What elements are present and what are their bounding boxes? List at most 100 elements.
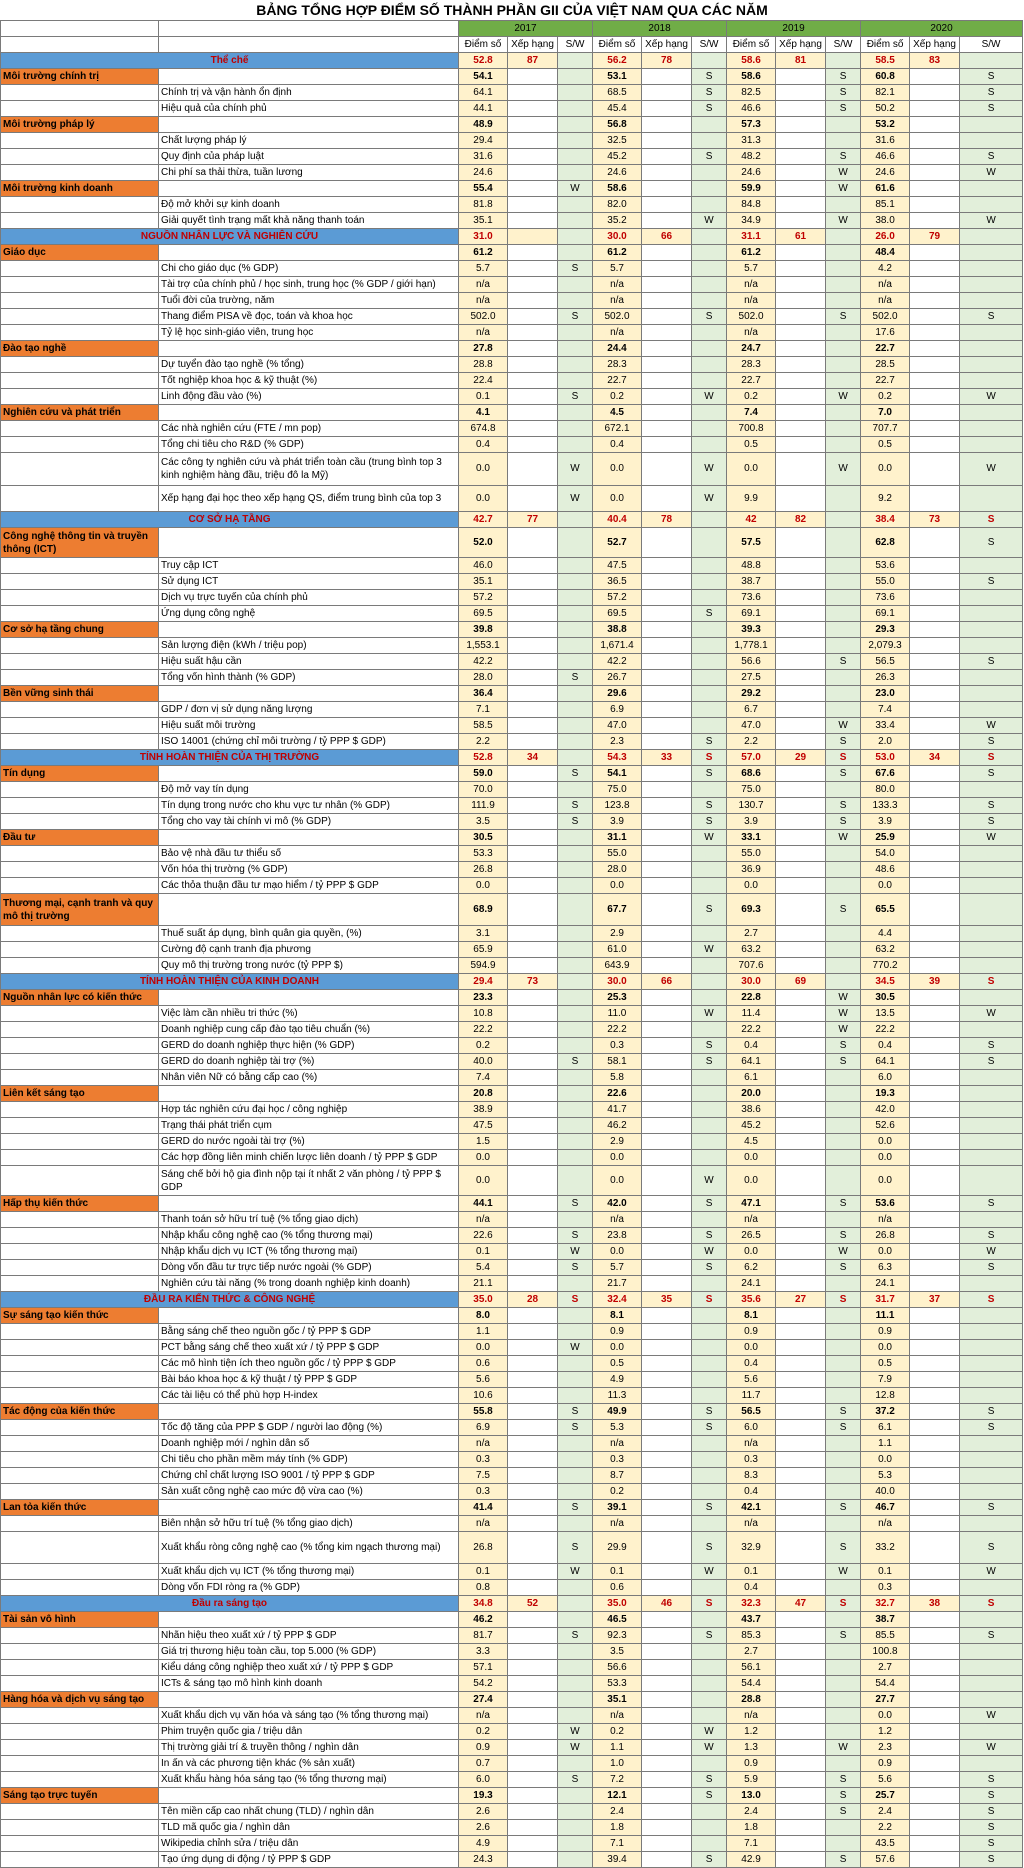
- sw-cell: [825, 372, 862, 389]
- rank-cell: [641, 653, 693, 670]
- rank-cell: [775, 1611, 827, 1628]
- score-cell: 20.0: [726, 1085, 777, 1102]
- sw-cell: [556, 941, 594, 958]
- rank-cell: [507, 1803, 558, 1820]
- score-cell: 3.5: [592, 1643, 643, 1660]
- score-cell: 32.5: [592, 132, 643, 149]
- sw-cell: [691, 1467, 728, 1484]
- rank-cell: [909, 717, 961, 734]
- score-cell: 57.1: [458, 1659, 508, 1676]
- rank-cell: 83: [909, 52, 961, 69]
- sw-cell: [691, 511, 728, 528]
- sw-cell: [825, 1611, 862, 1628]
- sw-cell: W: [556, 1723, 594, 1740]
- rank-cell: [507, 957, 558, 974]
- score-cell: 0.9: [592, 1323, 643, 1340]
- subpillar-row: Tín dụng 59.0 S 54.1 S 68.6 S 67.6 S: [0, 765, 1024, 782]
- sw-cell: [959, 1165, 1024, 1196]
- rank-cell: [641, 148, 693, 165]
- subpillar-name: Đào tạo nghề: [0, 340, 159, 357]
- rank-cell: [641, 733, 693, 750]
- score-cell: 29.2: [726, 685, 777, 702]
- score-cell: 0.0: [860, 1149, 911, 1166]
- score-cell: 52.7: [592, 527, 643, 558]
- sw-cell: S: [825, 1531, 862, 1564]
- rank-cell: [641, 1835, 693, 1852]
- sw-cell: [825, 1275, 862, 1292]
- sw-cell: [825, 1133, 862, 1150]
- score-cell: 1.5: [458, 1133, 508, 1150]
- score-cell: 30.5: [458, 829, 508, 846]
- sw-cell: S: [691, 893, 728, 926]
- sw-cell: S: [691, 68, 728, 85]
- sw-cell: [556, 436, 594, 453]
- score-cell: 1.2: [726, 1723, 777, 1740]
- indicator-row: ISO 14001 (chứng chỉ môi trường / tỷ PPP…: [0, 733, 1024, 750]
- score-cell: 0.2: [458, 1037, 508, 1054]
- sw-cell: [825, 436, 862, 453]
- sw-cell: [959, 1339, 1024, 1356]
- score-cell: 2.4: [860, 1803, 911, 1820]
- score-cell: 0.0: [592, 1165, 643, 1196]
- table-body: Thể chế 52.8 87 56.2 78 58.6 81 58.5 83 Môi trườn…: [0, 52, 1024, 1868]
- rank-cell: [775, 244, 827, 261]
- sw-cell: [691, 276, 728, 293]
- sw-cell: [556, 292, 594, 309]
- score-cell: n/a: [726, 1211, 777, 1228]
- rank-cell: [909, 893, 961, 926]
- sw-cell: W: [825, 829, 862, 846]
- score-cell: 0.0: [860, 452, 911, 486]
- indicator-row: Ứng dụng công nghệ 69.5 69.5 S 69.1 69.1: [0, 605, 1024, 622]
- score-cell: 22.7: [726, 372, 777, 389]
- sw-cell: S: [691, 1419, 728, 1436]
- sw-cell: [959, 340, 1024, 357]
- score-cell: 38.7: [860, 1611, 911, 1628]
- rank-cell: [507, 1787, 558, 1804]
- indicator-name: Sáng chế bởi hộ gia đình nộp tại ít nhất…: [158, 1165, 459, 1196]
- score-cell: 0.8: [458, 1579, 508, 1596]
- indicator-row: PCT bằng sáng chế theo xuất xứ / tỷ PPP …: [0, 1339, 1024, 1356]
- indicator-name: Các thỏa thuận đầu tư mạo hiểm / tỷ PPP …: [158, 877, 459, 894]
- sw-cell: [959, 637, 1024, 654]
- sw-cell: S: [959, 1851, 1024, 1868]
- indicator-name: Sản xuất công nghệ cao mức độ vừa cao (%…: [158, 1483, 459, 1500]
- rank-cell: [909, 925, 961, 942]
- subpillar-name: Thương mại, cạnh tranh và quy mô thị trư…: [0, 893, 159, 926]
- rank-cell: 78: [641, 511, 693, 528]
- sw-cell: S: [959, 1499, 1024, 1516]
- indicator-row: Nhân viên Nữ có bằng cấp cao (%) 7.4 5.8 6.…: [0, 1069, 1024, 1086]
- rank-cell: [909, 180, 961, 197]
- sw-cell: S: [825, 1851, 862, 1868]
- sw-cell: [556, 1101, 594, 1118]
- score-cell: n/a: [592, 1515, 643, 1532]
- rank-cell: [775, 893, 827, 926]
- sw-cell: [959, 1483, 1024, 1500]
- score-cell: 54.4: [860, 1675, 911, 1692]
- rank-cell: [909, 765, 961, 782]
- rank-cell: [775, 941, 827, 958]
- score-cell: n/a: [592, 324, 643, 341]
- sw-cell: [691, 372, 728, 389]
- score-cell: 0.9: [860, 1755, 911, 1772]
- sw-cell: [825, 1069, 862, 1086]
- rank-cell: [775, 1355, 827, 1372]
- sw-cell: [825, 1467, 862, 1484]
- sw-cell: [556, 164, 594, 181]
- pillar-name: ĐẦU RA KIẾN THỨC & CÔNG NGHỆ: [0, 1291, 459, 1308]
- rank-cell: [641, 1195, 693, 1212]
- rank-cell: [507, 829, 558, 846]
- score-cell: 0.0: [726, 1243, 777, 1260]
- score-cell: 24.1: [860, 1275, 911, 1292]
- sw-cell: [691, 132, 728, 149]
- sw-cell: S: [959, 733, 1024, 750]
- rank-cell: 52: [507, 1595, 558, 1612]
- score-cell: 49.9: [592, 1403, 643, 1420]
- rank-cell: [909, 797, 961, 814]
- rank-cell: [909, 1195, 961, 1212]
- score-cell: 0.6: [458, 1355, 508, 1372]
- rank-cell: [775, 1787, 827, 1804]
- sw-cell: [691, 1275, 728, 1292]
- sw-header: S/W: [691, 36, 728, 53]
- score-cell: n/a: [592, 1435, 643, 1452]
- score-cell: 502.0: [458, 308, 508, 325]
